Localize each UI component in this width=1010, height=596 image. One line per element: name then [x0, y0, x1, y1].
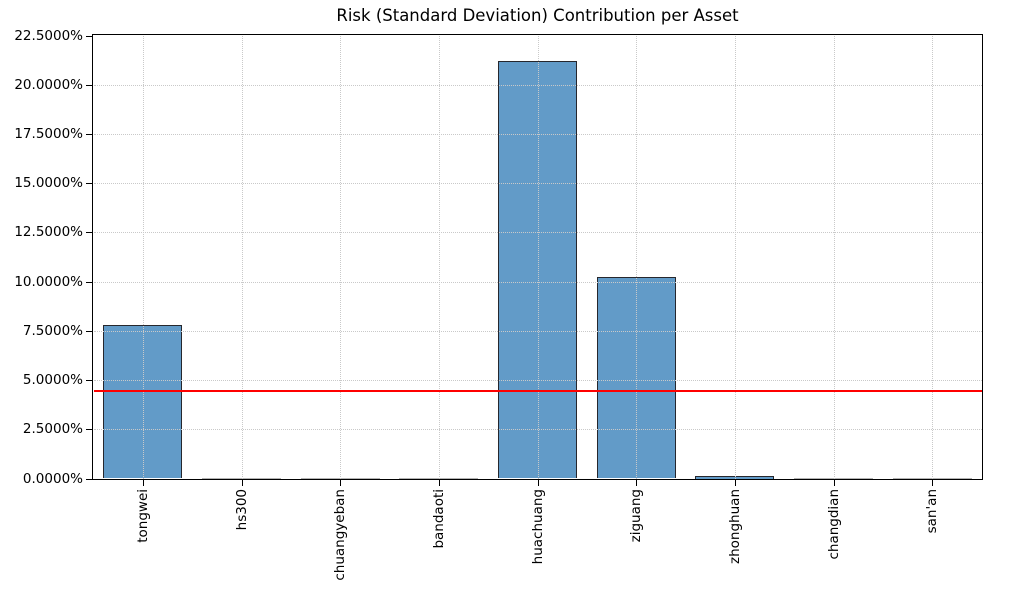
- x-tick-label-text: changdian: [825, 489, 842, 560]
- y-tick-label: 20.0000%: [14, 76, 83, 93]
- x-tick-label: chuangyeban: [332, 489, 348, 585]
- x-tick-label: tongwei: [135, 489, 151, 547]
- y-tick-label: 2.5000%: [22, 421, 83, 438]
- v-gridline: [636, 35, 638, 479]
- x-tick-label-text: chuangyeban: [332, 489, 349, 581]
- v-gridline: [833, 35, 835, 479]
- y-tick-mark: [86, 281, 92, 283]
- v-gridline: [537, 35, 539, 479]
- v-gridline: [438, 35, 440, 479]
- y-tick-label: 10.0000%: [14, 273, 83, 290]
- x-tick-label: huachuang: [530, 489, 546, 568]
- x-tick-mark: [537, 480, 539, 486]
- y-tick-mark: [86, 183, 92, 185]
- x-tick-mark: [833, 480, 835, 486]
- v-gridline: [734, 35, 736, 479]
- x-tick-label: zhonghuan: [727, 489, 743, 568]
- x-tick-label: san'an: [924, 489, 940, 537]
- x-tick-label: hs300: [234, 489, 250, 534]
- y-tick-mark: [86, 478, 92, 480]
- x-tick-mark: [438, 480, 440, 486]
- x-tick-label: ziguang: [628, 489, 644, 546]
- x-tick-mark: [340, 480, 342, 486]
- x-tick-label-text: ziguang: [628, 489, 645, 543]
- y-tick-label: 12.5000%: [14, 224, 83, 241]
- y-tick-label: 22.5000%: [14, 27, 83, 44]
- x-tick-label-text: tongwei: [134, 489, 151, 543]
- y-tick-label: 0.0000%: [22, 470, 83, 487]
- y-tick-mark: [86, 84, 92, 86]
- x-tick-label: bandaoti: [431, 489, 447, 553]
- reference-line: [93, 389, 982, 392]
- x-tick-label-text: bandaoti: [430, 489, 447, 549]
- v-gridline: [932, 35, 934, 479]
- y-tick-label: 17.5000%: [14, 125, 83, 142]
- x-tick-label-text: hs300: [233, 489, 250, 531]
- v-gridline: [340, 35, 342, 479]
- y-tick-mark: [86, 429, 92, 431]
- x-tick-label-text: huachuang: [529, 489, 546, 565]
- y-tick-label: 5.0000%: [22, 372, 83, 389]
- x-tick-mark: [734, 480, 736, 486]
- y-tick-mark: [86, 380, 92, 382]
- x-tick-label-text: san'an: [924, 489, 941, 534]
- y-tick-mark: [86, 35, 92, 37]
- y-tick-mark: [86, 133, 92, 135]
- y-tick-label: 15.0000%: [14, 175, 83, 192]
- v-gridline: [142, 35, 144, 479]
- v-gridline: [241, 35, 243, 479]
- x-tick-mark: [932, 480, 934, 486]
- x-tick-mark: [241, 480, 243, 486]
- x-tick-mark: [142, 480, 144, 486]
- y-tick-label: 7.5000%: [22, 322, 83, 339]
- y-tick-mark: [86, 232, 92, 234]
- x-tick-mark: [636, 480, 638, 486]
- y-tick-mark: [86, 330, 92, 332]
- chart-title: Risk (Standard Deviation) Contribution p…: [336, 6, 739, 25]
- x-tick-label-text: zhonghuan: [726, 489, 743, 564]
- x-tick-label: changdian: [826, 489, 842, 564]
